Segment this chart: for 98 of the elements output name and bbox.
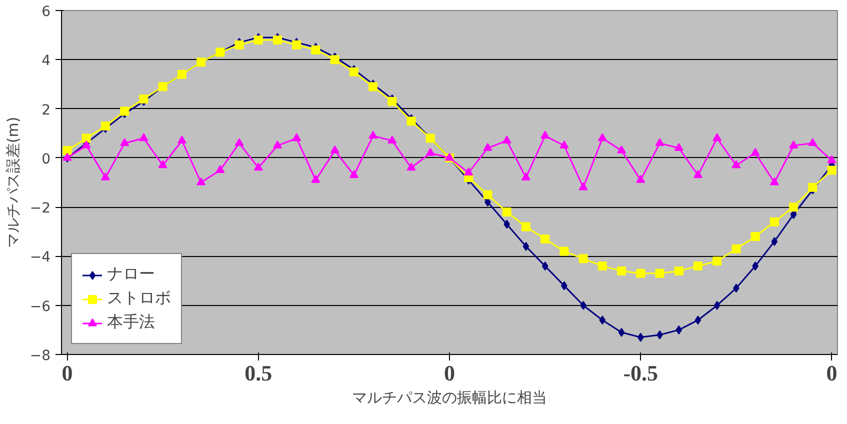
point: [311, 45, 320, 54]
point: [655, 138, 664, 146]
point: [521, 222, 530, 232]
point: [254, 162, 263, 171]
point: [714, 300, 720, 310]
point: [483, 142, 492, 151]
point: [234, 40, 244, 50]
point: [330, 145, 340, 154]
legend-label: ナロー: [107, 264, 155, 285]
point: [292, 133, 302, 142]
point: [100, 121, 110, 130]
point: [502, 207, 512, 216]
y-tick-label: −8: [30, 348, 51, 364]
point: [827, 155, 836, 164]
x-tick-label: 0: [444, 360, 455, 386]
point: [504, 220, 510, 229]
point: [349, 170, 358, 178]
point: [808, 138, 818, 146]
point: [676, 325, 682, 334]
point: [349, 67, 358, 76]
point: [502, 136, 512, 144]
point: [712, 133, 722, 142]
point: [560, 140, 569, 148]
point: [617, 266, 626, 276]
y-tick-label: −2: [30, 200, 51, 217]
point: [158, 160, 168, 168]
legend-label: ストロボ: [107, 288, 171, 309]
y-tick-label: 4: [42, 53, 51, 70]
point: [732, 160, 741, 168]
point: [542, 262, 548, 271]
point: [522, 242, 530, 251]
point: [426, 148, 435, 156]
point: [368, 130, 378, 139]
point: [598, 262, 607, 271]
x-tick-label: 0: [62, 360, 73, 386]
point: [636, 268, 646, 278]
y-tick-label: 2: [42, 102, 51, 118]
point: [388, 136, 397, 144]
point: [82, 134, 91, 143]
point: [464, 168, 474, 176]
point: [599, 316, 606, 325]
point: [808, 182, 818, 192]
point: [388, 96, 397, 106]
point: [521, 172, 530, 180]
point: [578, 182, 588, 190]
point: [483, 190, 492, 200]
point: [789, 202, 798, 212]
point: [560, 246, 569, 256]
y-tick-label: −6: [30, 298, 51, 315]
y-tick-label: 6: [42, 4, 51, 20]
point: [770, 177, 779, 186]
point: [578, 254, 588, 264]
point: [368, 82, 378, 92]
point: [311, 174, 320, 183]
point: [693, 170, 702, 178]
point: [674, 266, 684, 276]
y-tick-label: −4: [30, 250, 51, 266]
y-axis-title: マルチパス誤差(m): [4, 116, 22, 248]
point: [139, 133, 148, 142]
point: [177, 136, 186, 144]
x-tick-label: 0.5: [244, 360, 272, 386]
point: [617, 145, 626, 154]
point: [636, 174, 646, 183]
x-tick-label: -0.5: [623, 360, 658, 386]
legend-label: 本手法: [107, 312, 155, 333]
point: [750, 148, 760, 156]
x-tick-label: 0: [826, 360, 838, 386]
point: [216, 165, 225, 174]
point: [234, 138, 244, 146]
point: [674, 142, 684, 151]
point: [406, 162, 416, 171]
point: [618, 328, 625, 337]
point: [637, 332, 644, 342]
point: [750, 232, 760, 242]
y-tick-label: 0: [42, 151, 51, 168]
point: [732, 244, 741, 254]
point: [712, 256, 722, 266]
x-axis-title: マルチパス波の振幅比に相当: [352, 388, 547, 406]
point: [292, 40, 302, 50]
point: [827, 166, 836, 175]
point: [406, 116, 416, 126]
point: [770, 217, 779, 226]
point: [272, 140, 282, 148]
point: [330, 55, 340, 64]
point: [62, 146, 72, 156]
point: [789, 140, 798, 148]
point: [120, 106, 130, 116]
point: [120, 138, 130, 146]
point: [655, 268, 664, 278]
point: [771, 236, 778, 246]
point: [693, 262, 702, 271]
point: [196, 177, 206, 186]
point: [540, 234, 550, 244]
point: [694, 316, 702, 325]
point: [598, 133, 607, 142]
point: [540, 130, 550, 139]
point: [100, 172, 110, 180]
point: [139, 94, 148, 104]
